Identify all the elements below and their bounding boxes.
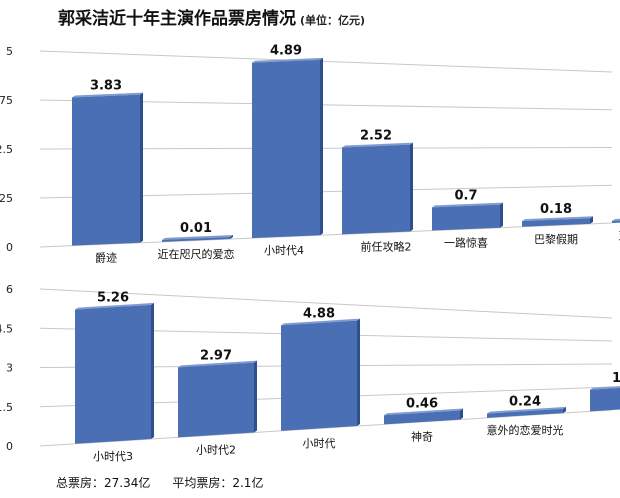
bar-top: [522, 216, 593, 222]
y-tick-label: 0: [6, 241, 13, 254]
data-label: 0.01: [180, 221, 212, 236]
bar-side: [320, 57, 323, 236]
total-box-office: 总票房：27.34亿: [56, 476, 151, 490]
category-label: 神奇: [411, 429, 433, 443]
bar-side: [151, 302, 154, 440]
data-label: 1.37: [612, 371, 620, 386]
bar-side: [460, 408, 463, 420]
bar-top: [384, 408, 463, 416]
bar-side: [357, 318, 360, 427]
bar-top: [75, 302, 154, 310]
chart-title: 郭采洁近十年主演作品票房情况: [58, 9, 296, 29]
gridline: [39, 50, 613, 73]
bar-top: [162, 235, 233, 240]
bar: [522, 218, 590, 227]
bar-top: [342, 142, 413, 148]
data-label: 0.46: [406, 396, 438, 411]
y-tick-label: 4.5: [0, 322, 13, 335]
category-label: 近在咫尺的爱恋: [158, 247, 235, 261]
average-box-office: 平均票房：2.1亿: [172, 476, 264, 490]
bar-top: [252, 57, 323, 63]
bar-top: [281, 318, 360, 326]
bar-top: [612, 218, 620, 221]
bar-side: [140, 92, 143, 243]
category-label: 小时代3: [93, 450, 133, 463]
data-label: 3.83: [90, 78, 122, 93]
y-tick-label: 3: [6, 362, 13, 375]
data-label: 4.88: [303, 306, 335, 321]
data-label: 2.52: [360, 129, 392, 144]
gridline: [39, 288, 613, 319]
chart-unit: (单位：亿元): [300, 14, 366, 27]
data-label: 2.97: [200, 348, 232, 363]
category-label: 小时代2: [196, 443, 236, 456]
bar: [178, 362, 254, 438]
y-tick-label: 3.75: [0, 94, 13, 107]
bar: [432, 204, 500, 231]
data-label: 4.89: [270, 44, 302, 59]
bar-side: [254, 360, 257, 433]
bar: [252, 59, 320, 239]
bar-side: [500, 202, 503, 228]
y-tick-label: 5: [6, 45, 13, 58]
data-label: 0.24: [509, 395, 541, 410]
bar-top: [432, 202, 503, 208]
category-label: 对风说爱你: [619, 228, 620, 242]
bar-top: [487, 406, 566, 414]
bar-top: [72, 92, 143, 98]
category-label: 爵迹: [95, 251, 117, 265]
category-label: 巴黎假期: [534, 232, 578, 246]
y-tick-label: 2.5: [0, 143, 13, 156]
bar-top: [590, 386, 620, 390]
bar: [590, 387, 620, 412]
category-label: 前任攻略2: [361, 239, 412, 253]
bar: [342, 144, 410, 235]
bar-side: [410, 142, 413, 232]
data-label: 0.7: [454, 188, 477, 203]
bar: [384, 410, 460, 425]
category-label: 小时代: [303, 437, 336, 450]
y-tick-label: 0: [6, 440, 13, 453]
category-label: 意外的恋爱时光: [487, 423, 564, 437]
bar: [162, 237, 230, 242]
bar-side: [230, 235, 233, 240]
y-tick-label: 1.5: [0, 401, 13, 414]
bar: [281, 320, 357, 431]
bar: [487, 408, 563, 418]
y-tick-label: 1.25: [0, 192, 13, 205]
bar-side: [590, 216, 593, 224]
bar: [75, 304, 151, 444]
category-label: 一路惊喜: [444, 236, 488, 250]
footer-summary: 总票房：27.34亿 平均票房：2.1亿: [56, 474, 285, 491]
gridline: [39, 409, 613, 447]
data-label: 0.18: [540, 202, 572, 217]
bar: [612, 220, 620, 223]
category-label: 小时代4: [264, 244, 304, 257]
y-tick-label: 6: [6, 283, 13, 296]
bar: [72, 94, 140, 246]
bar-side: [563, 406, 566, 414]
data-label: 5.26: [97, 291, 129, 306]
bar-top: [178, 360, 257, 368]
chart-title-block: 郭采洁近十年主演作品票房情况 (单位：亿元): [58, 4, 365, 29]
